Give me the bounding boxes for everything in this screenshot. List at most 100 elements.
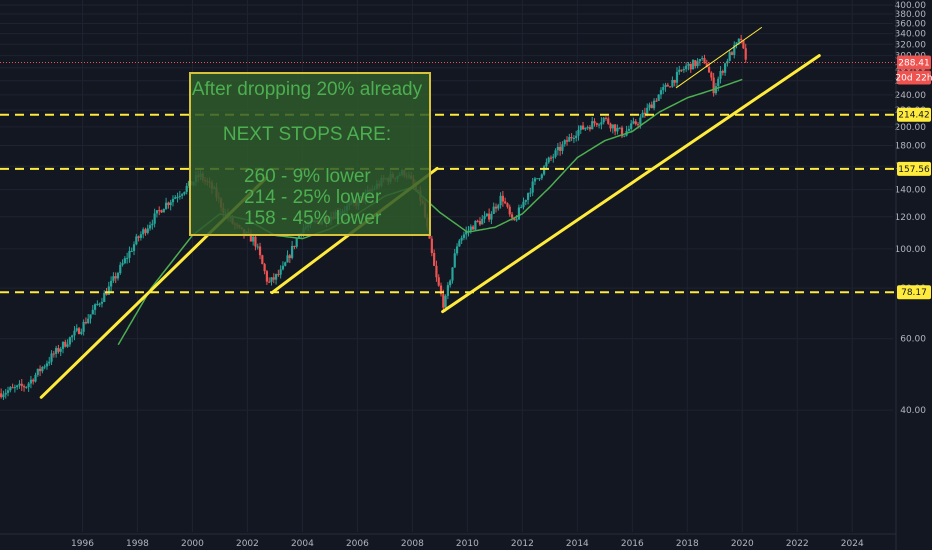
candle-body [570,137,573,139]
y-tick-label: 380.00 [895,10,927,20]
candle-body [169,202,172,206]
candle-body [449,280,452,286]
candle-body [508,206,511,215]
x-tick-label: 2016 [621,539,644,549]
candle-body [297,234,301,239]
candle-body [652,100,656,109]
candle-body [174,197,177,199]
candle-body [616,128,619,132]
candle-body [643,112,647,115]
candle-body [2,394,5,398]
last-price-tag-label: 288.41 [898,59,930,69]
candle-body [444,295,447,308]
candle-body [474,220,477,230]
candle-body [492,206,495,214]
note-line-1: After dropping 20% already [192,79,423,100]
candle-body [155,210,159,214]
candle-body [533,178,537,182]
candle-body [71,335,74,338]
candle-body [279,269,282,275]
candle-body [291,245,294,258]
candle-body [488,213,491,220]
candle-body [662,87,665,91]
candle-body [110,280,113,287]
candle-body [588,127,592,130]
candle-body [116,273,120,279]
candle-body [132,244,136,251]
candle-body [0,393,3,398]
candle-body [586,127,589,129]
countdown-tag [897,70,931,85]
candle-body [284,262,287,266]
candle-body [483,215,486,219]
candle-body [82,322,85,332]
candle-body [171,198,175,203]
candle-body [526,193,530,200]
candle-body [742,40,745,49]
candle-body [494,206,498,209]
candle-body [258,246,262,256]
candle-body [142,229,145,235]
candle-body [268,281,271,283]
x-tick-label: 2020 [731,539,754,549]
candle-body [148,225,152,229]
candle-body [451,267,454,281]
candle-body [579,125,582,130]
candle-body [664,84,667,88]
candle-body [552,156,555,158]
candle-body [126,257,129,259]
candle-body [146,228,149,233]
candle-body [430,238,433,253]
price-tags: 214.42 157.56 78.17 288.41 20d 22h [895,55,932,300]
x-tick-label: 2010 [456,539,479,549]
note-box-frame [189,72,431,236]
last-price-tag [897,55,931,70]
candle-body [460,237,463,241]
candle-body [685,65,688,70]
candle-body [593,121,596,124]
candle-body [112,276,115,281]
y-tick-label: 240.00 [895,91,927,101]
x-tick-label: 2024 [841,539,864,549]
candle-body [581,125,585,130]
candle-body [531,181,534,193]
candle-body [107,286,110,295]
support-level-tag [897,285,931,300]
candle-body [561,144,564,151]
note-line-5: 158 - 45% lower [244,208,382,229]
candle-body [105,292,108,295]
candle-body [91,309,94,315]
candle-body [506,203,509,207]
candle-body [84,322,88,324]
x-tick-label: 2002 [236,539,259,549]
candle-body [77,328,81,334]
candle-body [183,191,186,195]
candle-body [162,208,165,213]
candle-body [93,304,97,310]
y-tick-label: 200.00 [895,123,927,133]
candle-body [678,69,681,72]
candle-body [121,263,124,265]
candle-body [710,72,713,78]
candle-body [34,374,37,382]
candle-body [490,213,493,220]
y-tick-label: 60.00 [900,335,926,345]
y-tick-label: 40.00 [900,406,926,416]
candle-body [513,217,516,220]
candle-body [87,318,90,324]
candle-body [634,121,637,125]
candle-body [568,137,571,142]
candle-body [455,246,459,254]
candle-body [139,234,142,238]
candle-body [16,385,19,388]
candle-body [614,124,617,132]
support-level-tag-label: 78.17 [901,288,927,298]
y-tick-label: 140.00 [895,186,927,196]
candle-body [178,195,181,197]
note-line-3: 260 - 9% lower [244,166,371,187]
candle-body [98,303,101,305]
x-tick-label: 2018 [676,539,699,549]
candle-body [9,387,12,391]
candle-body [730,52,734,55]
